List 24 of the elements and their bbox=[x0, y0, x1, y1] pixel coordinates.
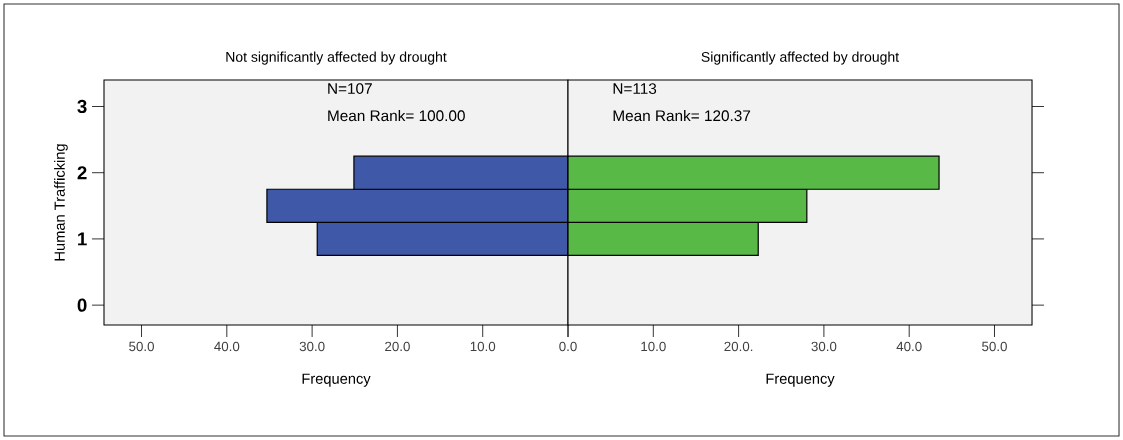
chart-title: Significantly affected by drought bbox=[701, 51, 899, 65]
x-tick-label: 10.0 bbox=[470, 341, 496, 352]
x-tick-label: 30.0 bbox=[299, 341, 325, 352]
y-tick-label: 1 bbox=[78, 232, 87, 246]
x-tick-label: 40.0 bbox=[896, 341, 922, 352]
annotation: N=107 bbox=[328, 83, 372, 94]
x-tick-label: 40.0 bbox=[214, 341, 240, 352]
annotation: Mean Rank= 120.37 bbox=[613, 109, 751, 122]
y-tick-label: 3 bbox=[77, 99, 87, 114]
annotation: N=113 bbox=[613, 83, 657, 94]
x-axis-title: Frequency bbox=[302, 373, 371, 387]
x-tick-label: 0.0 bbox=[559, 341, 577, 352]
y-tick-label: 0 bbox=[77, 298, 87, 312]
x-tick-label: 30.0 bbox=[811, 341, 837, 352]
x-tick-label: 50.0 bbox=[129, 341, 154, 352]
chart-title: Not significantly affected by drought bbox=[226, 51, 447, 65]
x-tick-label: 10.0 bbox=[641, 341, 666, 352]
y-tick-label: 2 bbox=[77, 166, 87, 180]
x-tick-label: 20.0 bbox=[385, 341, 410, 352]
annotation: Mean Rank= 100.00 bbox=[328, 109, 465, 122]
x-tick-label: 20.0. bbox=[724, 341, 753, 352]
x-tick-label: 50.0 bbox=[982, 341, 1007, 352]
y-axis-title: Human Trafficking bbox=[54, 144, 68, 261]
x-axis-title: Frequency bbox=[766, 373, 835, 387]
